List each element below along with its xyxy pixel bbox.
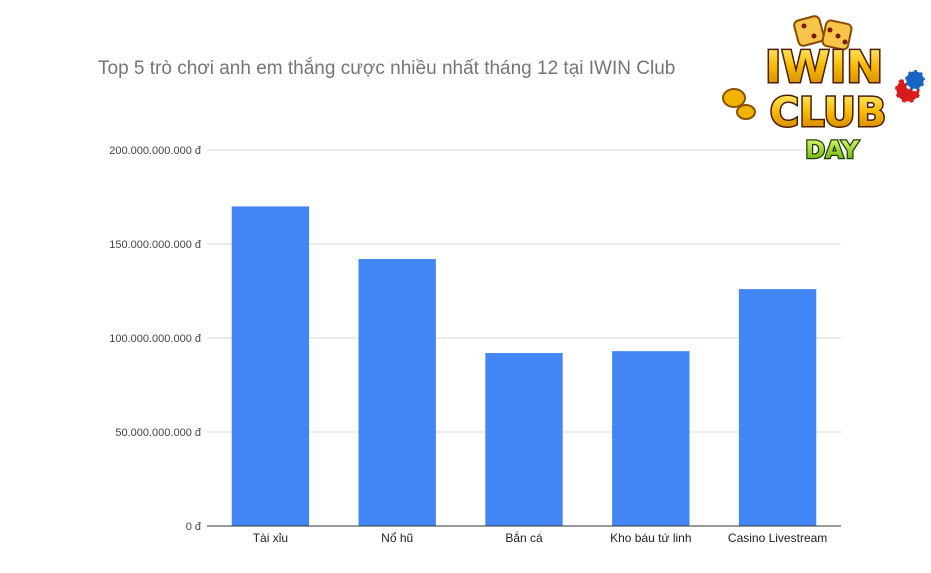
x-tick-label: Bắn cá — [505, 530, 543, 545]
x-tick-label: Kho báu tứ linh — [610, 531, 691, 545]
y-tick-label: 0 đ — [186, 521, 202, 533]
logo-club-text: CLUB — [770, 90, 886, 136]
poker-chip-icon — [893, 68, 927, 105]
bar — [738, 289, 817, 526]
x-tick-label: Nổ hũ — [381, 531, 413, 545]
y-tick-label: 200.000.000.000 đ — [109, 145, 202, 157]
dice-icon — [793, 15, 853, 51]
bar — [231, 206, 310, 526]
bar — [612, 351, 690, 526]
y-tick-label: 150.000.000.000 đ — [109, 239, 202, 251]
x-tick-label: Tài xỉu — [253, 531, 288, 545]
y-tick-label: 100.000.000.000 đ — [109, 333, 202, 345]
bar — [485, 353, 563, 526]
logo-iwin-text: IWIN — [765, 42, 883, 93]
bar — [358, 259, 436, 526]
y-tick-label: 50.000.000.000 đ — [115, 427, 202, 439]
iwin-club-logo: IWIN CLUB DAY — [722, 15, 927, 165]
y-axis-ticks: 0 đ 50.000.000.000 đ 100.000.000.000 đ 150.… — [109, 145, 202, 533]
x-axis-ticks: Tài xỉu Nổ hũ Bắn cá Kho báu tứ linh Casino … — [253, 530, 828, 545]
chart-title: Top 5 trò chơi anh em thắng cược nhiều n… — [98, 58, 676, 79]
logo-day-text: DAY — [805, 136, 859, 164]
coin-icon — [722, 88, 756, 120]
bars — [231, 206, 817, 526]
x-tick-label: Casino Livestream — [728, 531, 827, 545]
